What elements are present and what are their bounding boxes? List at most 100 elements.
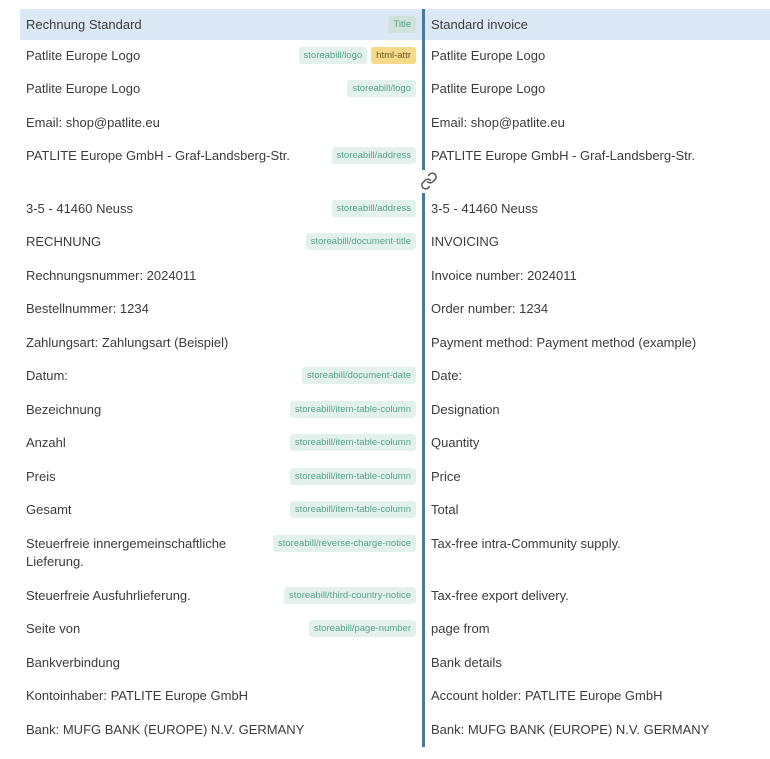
html-attr-badge: html-attr: [371, 47, 416, 64]
target-cell[interactable]: Price: [425, 461, 770, 494]
source-cell[interactable]: Steuerfreie innergemeinschaftliche Liefe…: [20, 528, 422, 580]
target-cell[interactable]: Account holder: PATLITE Europe GmbH: [425, 680, 770, 714]
target-cell[interactable]: Invoice number: 2024011: [425, 260, 770, 293]
source-text: Steuerfreie innergemeinschaftliche Liefe…: [26, 536, 227, 569]
target-cell[interactable]: INVOICING: [425, 226, 770, 260]
source-cell[interactable]: Preis storeabill/item-table-column: [20, 461, 422, 494]
target-cell[interactable]: Total: [425, 494, 770, 528]
target-text: Total: [431, 502, 459, 517]
block-type-badge: storeabill/item-table-column: [289, 401, 416, 418]
source-text: Anzahl: [26, 435, 66, 450]
source-cell[interactable]: Bankverbindung: [20, 647, 422, 680]
translation-row: PATLITE Europe GmbH - Graf-Landsberg-Str…: [20, 140, 770, 170]
source-text: 3-5 - 41460 Neuss: [26, 201, 133, 216]
target-cell[interactable]: page from: [425, 613, 770, 647]
translation-row: Rechnungsnummer: 2024011 Invoice number: …: [20, 260, 770, 293]
translation-row: Zahlungsart: Zahlungsart (Beispiel) Payme…: [20, 327, 770, 360]
target-text: Bank: MUFG BANK (EUROPE) N.V. GERMANY: [431, 722, 710, 737]
segment-link-row: [20, 170, 770, 193]
source-cell[interactable]: 3-5 - 41460 Neuss storeabill/address: [20, 193, 422, 226]
column-divider: [422, 226, 425, 260]
target-text: Date:: [431, 368, 463, 383]
column-divider: [422, 40, 425, 73]
column-divider: [422, 647, 425, 680]
translation-row: Steuerfreie innergemeinschaftliche Liefe…: [20, 528, 770, 580]
target-cell[interactable]: PATLITE Europe GmbH - Graf-Landsberg-Str…: [425, 140, 770, 170]
title-badge: Title: [388, 16, 416, 33]
source-cell[interactable]: Datum: storeabill/document-date: [20, 360, 422, 394]
target-cell[interactable]: Tax-free intra-Community supply.: [425, 528, 770, 580]
target-cell[interactable]: Bank: MUFG BANK (EUROPE) N.V. GERMANY: [425, 714, 770, 747]
source-text: Kontoinhaber: PATLITE Europe GmbH: [26, 688, 249, 703]
column-divider: [422, 73, 425, 107]
source-text: Zahlungsart: Zahlungsart (Beispiel): [26, 335, 229, 350]
target-text: Price: [431, 469, 461, 484]
translation-row: Steuerfreie Ausfuhrlieferung. storeabill/…: [20, 580, 770, 613]
source-text: Bankverbindung: [26, 655, 120, 670]
block-type-badge: storeabill/logo: [298, 47, 368, 64]
block-tags: storeabill/logo: [347, 73, 416, 97]
translation-row: Kontoinhaber: PATLITE Europe GmbH Account…: [20, 680, 770, 714]
block-type-badge: storeabill/document-date: [301, 367, 416, 384]
source-cell[interactable]: Rechnung Standard Title: [20, 9, 422, 40]
block-tags: storeabill/document-title: [305, 226, 416, 250]
column-divider: [422, 327, 425, 360]
translation-editor: Rechnung Standard Title Standard invoice Pa…: [20, 9, 770, 747]
source-cell[interactable]: Kontoinhaber: PATLITE Europe GmbH: [20, 680, 422, 714]
target-cell[interactable]: 3-5 - 41460 Neuss: [425, 193, 770, 226]
target-text: PATLITE Europe GmbH - Graf-Landsberg-Str…: [431, 148, 695, 163]
source-cell[interactable]: Patlite Europe Logo storeabill/logo html-a…: [20, 40, 422, 73]
column-divider: [422, 494, 425, 528]
translation-row: Patlite Europe Logo storeabill/logo html-a…: [20, 40, 770, 73]
source-cell[interactable]: Bezeichnung storeabill/item-table-column: [20, 394, 422, 427]
column-divider: [422, 427, 425, 461]
target-cell[interactable]: Email: shop@patlite.eu: [425, 107, 770, 140]
column-divider: [422, 193, 425, 226]
target-cell[interactable]: Date:: [425, 360, 770, 394]
source-cell[interactable]: Seite von storeabill/page-number: [20, 613, 422, 647]
target-cell[interactable]: Bank details: [425, 647, 770, 680]
block-tags: storeabill/item-table-column: [289, 427, 416, 451]
block-type-badge: storeabill/item-table-column: [289, 434, 416, 451]
source-text: Bestellnummer: 1234: [26, 301, 149, 316]
column-divider: [422, 260, 425, 293]
target-cell[interactable]: Standard invoice: [425, 9, 770, 40]
translation-row: Patlite Europe Logo storeabill/logo Patlit…: [20, 73, 770, 107]
source-cell[interactable]: Patlite Europe Logo storeabill/logo: [20, 73, 422, 107]
block-type-badge: storeabill/address: [331, 200, 416, 217]
target-text: Quantity: [431, 435, 480, 450]
target-text: Bank details: [431, 655, 502, 670]
target-cell[interactable]: Patlite Europe Logo: [425, 40, 770, 73]
source-cell[interactable]: PATLITE Europe GmbH - Graf-Landsberg-Str…: [20, 140, 422, 170]
block-type-badge: storeabill/page-number: [308, 620, 416, 637]
source-cell[interactable]: Zahlungsart: Zahlungsart (Beispiel): [20, 327, 422, 360]
target-cell[interactable]: Patlite Europe Logo: [425, 73, 770, 107]
block-type-badge: storeabill/reverse-charge-notice: [272, 535, 416, 552]
source-cell[interactable]: Email: shop@patlite.eu: [20, 107, 422, 140]
target-text: INVOICING: [431, 234, 499, 249]
target-text: Account holder: PATLITE Europe GmbH: [431, 688, 663, 703]
column-divider: [422, 714, 425, 747]
source-cell[interactable]: Bank: MUFG BANK (EUROPE) N.V. GERMANY: [20, 714, 422, 747]
source-cell[interactable]: Bestellnummer: 1234: [20, 293, 422, 327]
target-cell[interactable]: Tax-free export delivery.: [425, 580, 770, 613]
source-text: Gesamt: [26, 502, 72, 517]
source-cell[interactable]: Gesamt storeabill/item-table-column: [20, 494, 422, 528]
source-cell[interactable]: RECHNUNG storeabill/document-title: [20, 226, 422, 260]
target-text: Payment method: Payment method (example): [431, 335, 697, 350]
target-cell[interactable]: Payment method: Payment method (example): [425, 327, 770, 360]
source-text: Email: shop@patlite.eu: [26, 115, 160, 130]
target-cell[interactable]: Order number: 1234: [425, 293, 770, 327]
source-cell[interactable]: Anzahl storeabill/item-table-column: [20, 427, 422, 461]
column-divider: [422, 140, 425, 170]
source-cell[interactable]: Steuerfreie Ausfuhrlieferung. storeabill/…: [20, 580, 422, 613]
link-icon[interactable]: [419, 171, 439, 191]
column-divider: [422, 394, 425, 427]
target-cell[interactable]: Designation: [425, 394, 770, 427]
target-cell[interactable]: Quantity: [425, 427, 770, 461]
target-text: Patlite Europe Logo: [431, 48, 546, 63]
column-divider: [422, 580, 425, 613]
block-tags: Title: [388, 9, 416, 33]
translation-row: Bank: MUFG BANK (EUROPE) N.V. GERMANY Ban…: [20, 714, 770, 747]
source-cell[interactable]: Rechnungsnummer: 2024011: [20, 260, 422, 293]
